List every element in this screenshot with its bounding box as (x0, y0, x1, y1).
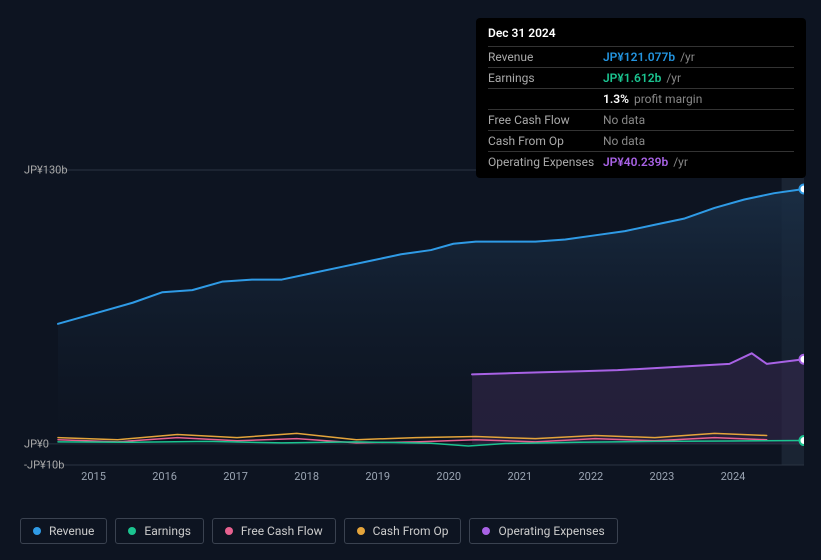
tooltip-row: RevenueJP¥121.077b /yr (488, 46, 794, 67)
tooltip-date: Dec 31 2024 (488, 26, 794, 46)
y-axis-label: JP¥130b (24, 164, 68, 177)
legend-item-cfo[interactable]: Cash From Op (344, 518, 462, 544)
legend-dot (128, 527, 136, 535)
legend-dot (357, 527, 365, 535)
legend-dot (225, 527, 233, 535)
svg-text:2022: 2022 (578, 470, 603, 480)
legend-item-fcf[interactable]: Free Cash Flow (212, 518, 336, 544)
svg-text:2015: 2015 (81, 470, 106, 480)
legend-label: Revenue (49, 524, 94, 538)
svg-text:2020: 2020 (436, 470, 461, 480)
legend-dot (482, 527, 490, 535)
tooltip-row-value: 1.3% profit margin (603, 92, 702, 106)
tooltip-row: Operating ExpensesJP¥40.239b /yr (488, 151, 794, 172)
svg-text:2024: 2024 (721, 470, 746, 480)
tooltip-row-value: JP¥40.239b /yr (603, 155, 688, 169)
tooltip-row-value: No data (603, 134, 645, 148)
legend-dot (33, 527, 41, 535)
legend-label: Earnings (144, 524, 191, 538)
legend-label: Cash From Op (373, 524, 449, 538)
svg-text:2016: 2016 (152, 470, 177, 480)
tooltip-row: Cash From OpNo data (488, 130, 794, 151)
tooltip-row-label: Free Cash Flow (488, 113, 603, 127)
financial-chart[interactable]: 2015 2016 2017 2018 2019 2020 2021 2022 2023 2024 (18, 160, 804, 480)
tooltip-row: EarningsJP¥1.612b /yr (488, 67, 794, 88)
tooltip-row-value: JP¥1.612b /yr (603, 71, 681, 85)
tooltip-row-label: Earnings (488, 71, 603, 85)
tooltip-row: 1.3% profit margin (488, 88, 794, 109)
tooltip-row-label: Revenue (488, 50, 603, 64)
tooltip-row-value: No data (603, 113, 645, 127)
tooltip-row: Free Cash FlowNo data (488, 109, 794, 130)
tooltip-row-value: JP¥121.077b /yr (603, 50, 695, 64)
svg-text:2023: 2023 (650, 470, 675, 480)
legend-item-opex[interactable]: Operating Expenses (469, 518, 617, 544)
legend-label: Operating Expenses (498, 524, 604, 538)
svg-text:2018: 2018 (294, 470, 319, 480)
chart-container: 2015 2016 2017 2018 2019 2020 2021 2022 2023 2024… (18, 160, 804, 510)
y-axis-label: -JP¥10b (24, 459, 64, 472)
svg-text:2017: 2017 (223, 470, 248, 480)
legend-item-earnings[interactable]: Earnings (115, 518, 204, 544)
svg-text:2021: 2021 (507, 470, 532, 480)
svg-text:2019: 2019 (365, 470, 390, 480)
chart-legend: Revenue Earnings Free Cash Flow Cash From O… (20, 518, 618, 544)
tooltip-row-label (488, 92, 603, 106)
tooltip-row-label: Operating Expenses (488, 155, 603, 169)
tooltip-rows: RevenueJP¥121.077b /yrEarningsJP¥1.612b … (488, 46, 794, 172)
legend-item-revenue[interactable]: Revenue (20, 518, 107, 544)
tooltip-row-label: Cash From Op (488, 134, 603, 148)
y-axis-label: JP¥0 (24, 437, 49, 450)
legend-label: Free Cash Flow (241, 524, 323, 538)
chart-tooltip: Dec 31 2024 RevenueJP¥121.077b /yrEarnin… (476, 18, 806, 178)
